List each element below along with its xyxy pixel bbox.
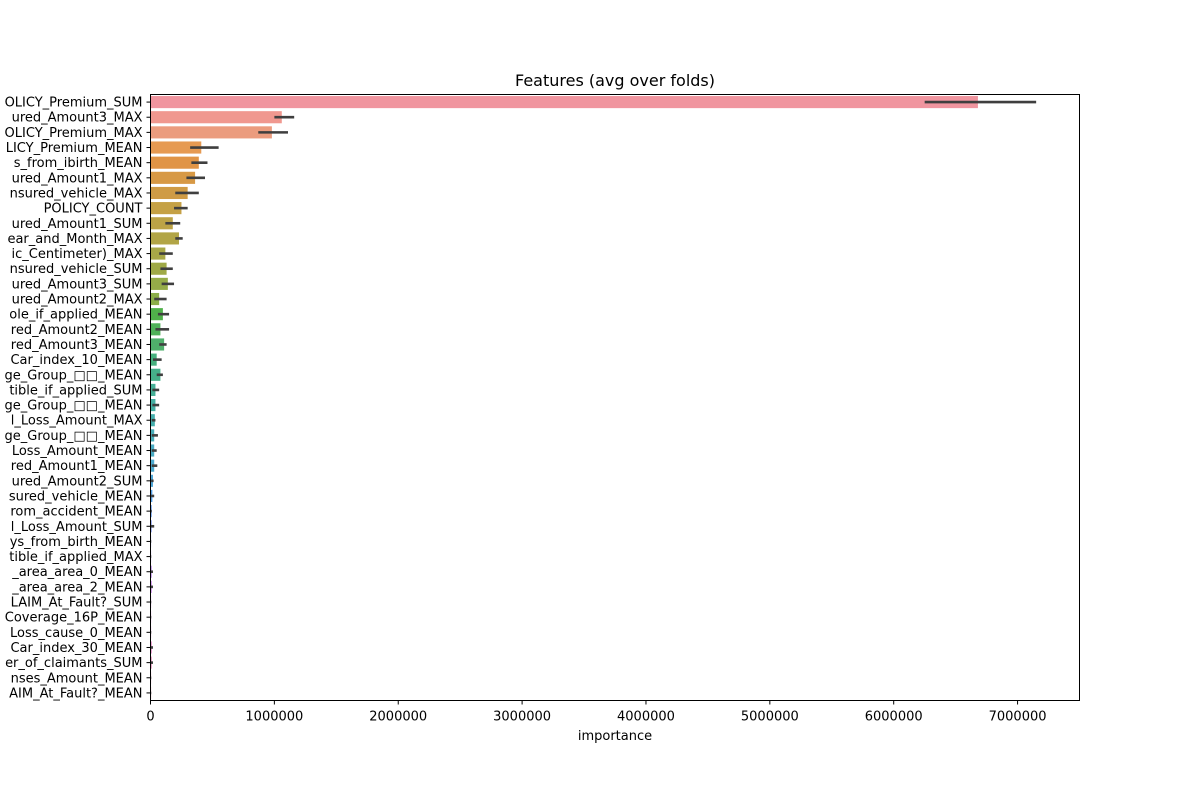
y-tick-label-38: er_of_claimants_SUM	[5, 656, 142, 671]
y-tick-label-16: red_Amount2_MEAN	[11, 323, 143, 338]
y-tick-label-2: ured_Amount3_MAX	[12, 111, 143, 126]
y-tick-label-36: Loss_cause_0_MEAN	[10, 626, 142, 641]
x-tick-label-6: 5000000	[741, 710, 799, 725]
bar-8	[150, 202, 182, 215]
x-axis: 0 1000000 2000000 3000000 4000000 5000000 6000…	[146, 700, 1047, 725]
y-tick-label-1: OLICY_Premium_SUM	[5, 96, 143, 111]
plot-frame	[150, 94, 1080, 701]
x-tick-label-4: 3000000	[493, 710, 551, 725]
x-tick-label-1: 0	[146, 710, 154, 725]
y-tick-label-24: Loss_Amount_MEAN	[12, 444, 143, 459]
bar-3	[150, 126, 272, 139]
y-tick-label-13: ured_Amount3_SUM	[12, 277, 143, 292]
y-tick-label-21: ge_Group_□□_MEAN	[5, 399, 143, 414]
y-tick-label-4: LICY_Premium_MEAN	[6, 141, 143, 156]
x-axis-label: importance	[578, 729, 652, 744]
y-tick-label-8: POLICY_COUNT	[44, 202, 143, 217]
y-tick-label-37: Car_index_30_MEAN	[10, 641, 142, 656]
bar-9	[150, 217, 173, 230]
y-tick-label-31: tible_if_applied_MAX	[9, 550, 142, 565]
y-tick-label-20: tible_if_applied_SUM	[9, 383, 142, 398]
x-tick-label-5: 4000000	[617, 710, 675, 725]
y-tick-label-30: ys_from_birth_MEAN	[10, 535, 143, 550]
y-tick-label-40: AIM_At_Fault?_MEAN	[9, 686, 142, 701]
y-tick-label-34: LAIM_At_Fault?_SUM	[11, 596, 143, 611]
y-tick-label-7: nsured_vehicle_MAX	[10, 186, 143, 201]
y-tick-label-5: s_from_ibirth_MEAN	[14, 156, 143, 171]
y-tick-label-12: nsured_vehicle_SUM	[10, 262, 143, 277]
y-tick-label-29: l_Loss_Amount_SUM	[11, 520, 143, 535]
x-tick-label-7: 6000000	[865, 710, 923, 725]
bar-19	[150, 368, 161, 381]
bar-6	[150, 171, 196, 184]
y-tick-label-35: Coverage_16P_MEAN	[5, 611, 143, 626]
x-tick-label-2: 1000000	[245, 710, 303, 725]
bar-11	[150, 247, 166, 260]
bar-2	[150, 111, 282, 124]
y-tick-label-18: Car_index_10_MEAN	[10, 353, 142, 368]
error-bars-layer	[150, 100, 1037, 695]
bar-17	[150, 338, 165, 351]
y-tick-label-26: ured_Amount2_SUM	[12, 474, 143, 489]
bar-10	[150, 232, 179, 245]
y-tick-labels: OLICY_Premium_SUMured_Amount3_MAXOLICY_P…	[5, 96, 151, 701]
y-tick-label-27: sured_vehicle_MEAN	[9, 489, 143, 504]
bar-4	[150, 141, 202, 154]
y-tick-label-14: ured_Amount2_MAX	[12, 293, 143, 308]
y-tick-label-10: ear_and_Month_MAX	[7, 232, 142, 247]
y-tick-label-9: ured_Amount1_SUM	[12, 217, 143, 232]
y-tick-label-39: nses_Amount_MEAN	[11, 671, 143, 686]
y-tick-label-32: _area_area_0_MEAN	[11, 565, 142, 580]
bar-7	[150, 186, 188, 200]
y-tick-label-33: _area_area_2_MEAN	[11, 580, 142, 595]
y-tick-label-25: red_Amount1_MEAN	[11, 459, 143, 474]
bar-13	[150, 277, 168, 290]
bar-12	[150, 262, 167, 275]
y-tick-label-6: ured_Amount1_MAX	[12, 171, 143, 186]
y-tick-label-22: l_Loss_Amount_MAX	[11, 414, 143, 429]
y-tick-label-28: rom_accident_MEAN	[10, 505, 142, 520]
y-tick-label-3: OLICY_Premium_MAX	[5, 126, 143, 141]
bar-15	[150, 308, 163, 321]
bars-layer	[150, 96, 978, 699]
y-tick-label-19: ge_Group_□□_MEAN	[5, 368, 143, 383]
y-tick-label-23: ge_Group_□□_MEAN	[5, 429, 143, 444]
bar-5	[150, 156, 199, 169]
x-tick-label-8: 7000000	[989, 710, 1047, 725]
chart-title: Features (avg over folds)	[515, 71, 715, 90]
y-tick-label-15: ole_if_applied_MEAN	[9, 308, 142, 323]
y-tick-label-17: red_Amount3_MEAN	[11, 338, 143, 353]
y-tick-label-11: ic_Centimeter)_MAX	[12, 247, 143, 262]
bar-1	[150, 96, 978, 109]
x-tick-label-3: 2000000	[369, 710, 427, 725]
